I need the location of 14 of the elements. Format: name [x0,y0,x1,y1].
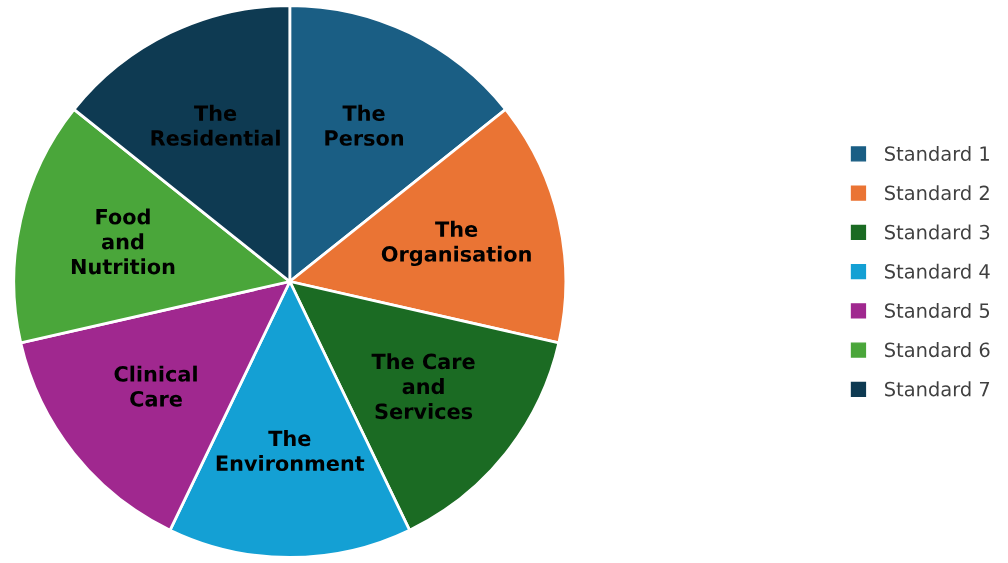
legend-label: Standard 2 [885,185,989,201]
data-label: The Environment [216,430,365,472]
legend-label: Standard 5 [885,302,990,318]
data-label: The Care and Services [371,353,475,420]
data-label: The Person [325,104,404,146]
data-label: The Organisation [381,220,531,267]
legend-label: Standard 3 [885,224,990,240]
legend-label: Standard 6 [885,342,990,358]
data-label: Clinical Care [114,365,197,407]
data-label: Food and Nutrition [71,208,175,275]
data-label: The Residential [151,104,280,146]
legend-label: Standard 7 [885,381,990,397]
legend-label: Standard 4 [885,263,990,279]
legend-label: Standard 1 [885,145,989,161]
